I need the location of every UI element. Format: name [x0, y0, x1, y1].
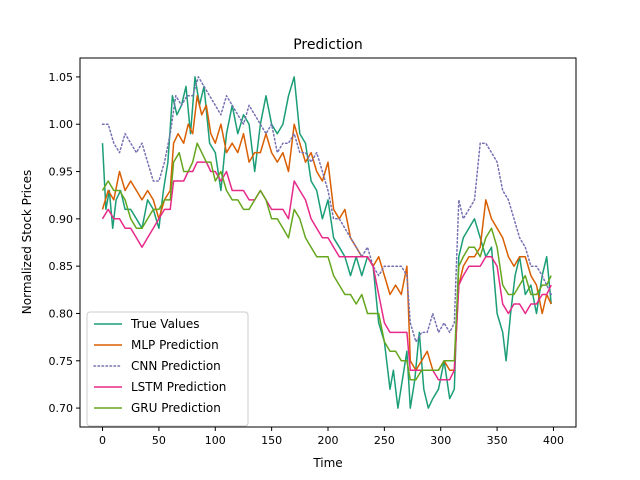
- legend-label-4: LSTM Prediction: [131, 380, 226, 394]
- x-tick-label: 100: [205, 434, 226, 447]
- legend-label-3: CNN Prediction: [131, 359, 221, 373]
- plot-area: [101, 76, 552, 409]
- legend-label-2: MLP Prediction: [131, 338, 219, 352]
- series-line-4: [101, 161, 552, 381]
- y-tick-label: 0.95: [49, 166, 74, 179]
- plot-frame: [79, 57, 577, 428]
- x-axis: 0 50 100 150 200 250 300 350 400: [99, 427, 564, 447]
- x-tick-label: 250: [374, 434, 395, 447]
- y-tick-label: 0.90: [49, 213, 74, 226]
- series-line-1: [101, 76, 552, 409]
- y-tick-label: 0.75: [49, 355, 74, 368]
- legend-label-5: GRU Prediction: [131, 401, 221, 415]
- y-tick-label: 1.05: [49, 71, 74, 84]
- x-tick-label: 150: [261, 434, 282, 447]
- x-tick-label: 350: [487, 434, 508, 447]
- y-axis-label: Normalized Stock Prices: [20, 170, 34, 314]
- x-tick-label: 50: [152, 434, 166, 447]
- x-axis-label: Time: [312, 456, 342, 470]
- y-tick-label: 0.70: [49, 402, 74, 415]
- chart-title: Prediction: [293, 37, 363, 53]
- y-tick-label: 1.00: [49, 118, 74, 131]
- legend-box: [86, 311, 249, 427]
- series-line-3: [101, 76, 552, 343]
- x-tick-label: 300: [430, 434, 451, 447]
- series-line-2: [101, 95, 552, 371]
- x-tick-label: 400: [543, 434, 564, 447]
- y-tick-label: 0.85: [49, 260, 74, 273]
- x-tick-label: 200: [318, 434, 339, 447]
- legend-label-1: True Values: [130, 317, 200, 331]
- series-line-5: [101, 142, 552, 381]
- y-axis: 0.70 0.75 0.80 0.85 0.90 0.95 1.00 1.05: [49, 71, 80, 415]
- x-tick-label: 0: [99, 434, 106, 447]
- y-tick-label: 0.80: [49, 307, 74, 320]
- legend: True Values MLP Prediction CNN Prediction L…: [86, 311, 249, 427]
